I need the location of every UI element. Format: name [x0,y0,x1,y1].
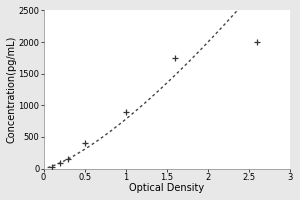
X-axis label: Optical Density: Optical Density [129,183,205,193]
Y-axis label: Concentration(pg/mL): Concentration(pg/mL) [7,36,17,143]
